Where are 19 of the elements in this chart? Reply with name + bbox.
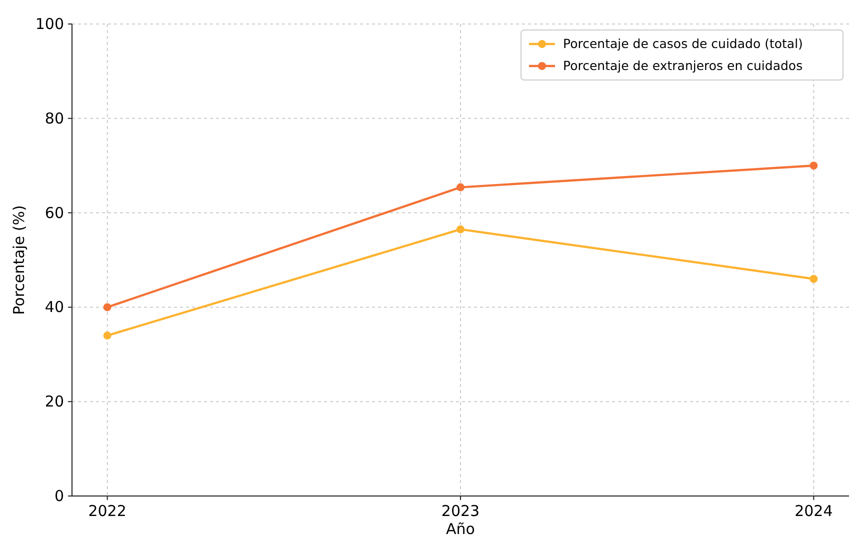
point [103,332,112,340]
y-tick-label: 20 [44,392,64,411]
y-tick-label: 80 [44,109,64,128]
point [456,225,464,234]
legend-label: Porcentaje de extranjeros en cuidados [563,58,803,73]
y-tick-label: 40 [44,298,64,316]
legend-label: Porcentaje de casos de cuidado (total) [563,36,803,51]
point [103,303,112,312]
point [810,162,818,170]
point [456,183,464,192]
y-tick-label: 60 [44,204,64,222]
x-tick-label: 2024 [794,502,833,520]
x-tick-label: 2022 [88,502,126,520]
y-tick-label: 100 [35,15,64,33]
x-axis-title: Año [446,520,475,538]
y-tick-label: 0 [54,487,64,505]
x-tick-label: 2023 [441,502,480,520]
y-axis-title: Porcentaje (%) [10,205,28,315]
point [810,274,818,283]
